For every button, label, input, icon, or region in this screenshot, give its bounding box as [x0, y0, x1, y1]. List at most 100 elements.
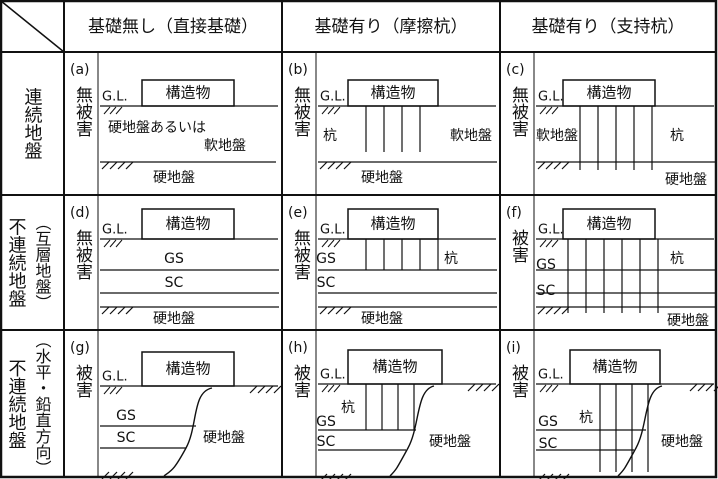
hatch	[545, 239, 553, 248]
soil-label: 硬地盤	[665, 172, 707, 188]
gl-label: G.L.	[538, 223, 564, 238]
hatch	[539, 384, 547, 393]
damage-label: 被害	[508, 229, 529, 263]
structure-label: 構造物	[165, 84, 210, 102]
hatch	[553, 306, 562, 315]
hatch	[109, 386, 117, 395]
structure-label: 構造物	[586, 215, 631, 233]
hatch	[125, 306, 134, 315]
gl-label: G.L.	[102, 370, 128, 385]
gl-label: G.L.	[320, 90, 346, 105]
damage-label: 無被害	[290, 86, 311, 137]
hatch	[335, 161, 344, 170]
row-note: （互層地盤）	[33, 215, 52, 311]
row-note: （水平・鉛直方向）	[33, 332, 52, 476]
hatch	[115, 106, 123, 115]
hatch	[539, 473, 546, 479]
hatch	[319, 161, 328, 170]
gl-label: G.L.	[320, 368, 346, 383]
hatch	[345, 473, 352, 479]
hatch	[333, 106, 341, 115]
hatch	[321, 239, 329, 248]
hatch	[257, 385, 266, 394]
hatch	[319, 306, 328, 315]
damage-label: 被害	[72, 364, 93, 398]
cell-id: (g)	[70, 340, 90, 356]
hatch	[689, 383, 698, 392]
structure	[562, 79, 656, 107]
hatch	[103, 106, 111, 115]
cell-id: (d)	[70, 205, 90, 221]
hatch	[249, 385, 258, 394]
soil-label: SC	[165, 275, 184, 291]
hatch	[327, 306, 336, 315]
structure-label: 構造物	[592, 358, 637, 376]
structure-label: 構造物	[370, 84, 415, 102]
structure	[347, 349, 443, 385]
gl-label: G.L.	[538, 368, 564, 383]
structure-label: 構造物	[372, 358, 417, 376]
hatch	[551, 384, 559, 393]
hatch	[333, 384, 341, 393]
hatch	[109, 471, 118, 479]
hatch	[335, 306, 344, 315]
hatch	[337, 473, 344, 479]
hatch	[551, 106, 559, 115]
hatch	[329, 473, 336, 479]
hatch	[103, 386, 111, 395]
soil-label: 硬地盤	[429, 434, 471, 450]
cell-id: (a)	[70, 62, 90, 78]
hatch	[545, 106, 553, 115]
hatch	[109, 106, 117, 115]
column-header: 基礎有り（摩擦杭）	[315, 17, 468, 37]
soil-label: 杭	[670, 128, 684, 144]
hatch	[555, 473, 562, 479]
hatch	[327, 161, 336, 170]
hatch	[117, 471, 126, 479]
hatch	[117, 306, 126, 315]
hatch	[273, 385, 282, 394]
hatch	[125, 471, 134, 479]
hatch	[109, 306, 118, 315]
soil-label: 硬地盤	[661, 434, 703, 450]
hatch	[561, 306, 570, 315]
soil-label: 軟地盤	[450, 128, 492, 144]
soil-label: SC	[117, 430, 136, 446]
hatch	[563, 473, 570, 479]
layer-boundary	[163, 387, 213, 477]
hatch	[545, 161, 554, 170]
gl-label: G.L.	[538, 90, 564, 105]
hatch	[475, 383, 484, 392]
cell-id: (b)	[288, 62, 308, 78]
soil-label: 杭	[670, 251, 684, 267]
soil-label: 軟地盤	[204, 138, 246, 154]
structure-label: 構造物	[586, 84, 631, 102]
soil-label: 硬地盤	[667, 313, 709, 329]
layer-boundary	[617, 385, 663, 477]
hatch	[117, 161, 126, 170]
hatch	[321, 384, 329, 393]
hatch	[705, 383, 714, 392]
damage-label: 被害	[508, 364, 529, 398]
hatch	[333, 239, 341, 248]
hatch	[327, 106, 335, 115]
soil-label: SC	[537, 283, 556, 299]
damage-label: 無被害	[72, 229, 93, 280]
structure	[141, 351, 235, 387]
row-label: 不連続地盤	[6, 359, 27, 449]
soil-label: SC	[539, 436, 558, 452]
damage-label: 無被害	[508, 86, 529, 137]
hatch	[697, 383, 706, 392]
soil-label: SC	[317, 434, 336, 450]
hatch	[547, 473, 554, 479]
hatch	[101, 471, 110, 479]
cell-id: (i)	[506, 340, 521, 356]
gl-label: G.L.	[102, 223, 128, 238]
structure	[562, 208, 656, 240]
row-label: 連続地盤	[22, 87, 43, 159]
hatch	[321, 473, 328, 479]
soil-label: GS	[164, 251, 184, 267]
soil-label: 硬地盤	[361, 311, 403, 327]
soil-label: 杭	[323, 128, 337, 144]
hatch	[103, 239, 111, 248]
